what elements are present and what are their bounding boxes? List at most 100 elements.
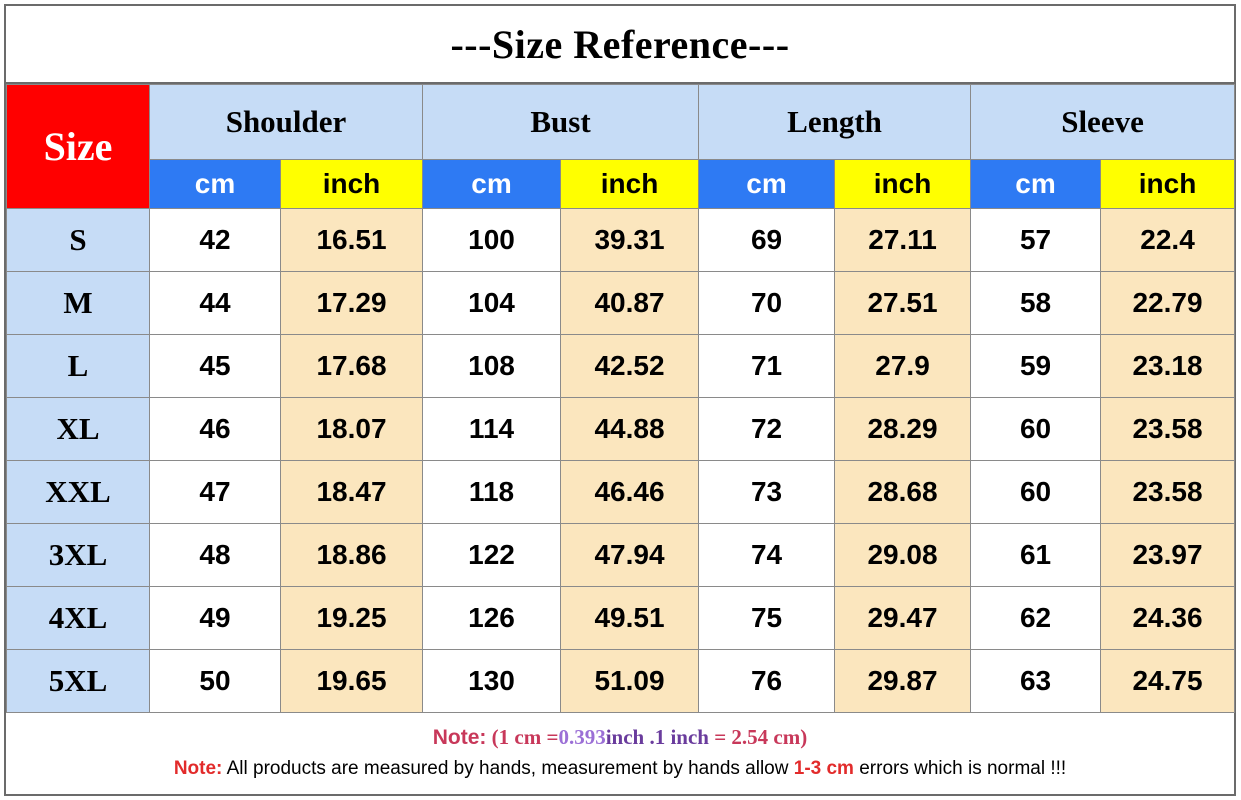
chart-title: ---Size Reference--- xyxy=(6,6,1234,84)
length-cm-cell: 76 xyxy=(698,649,836,713)
sleeve-cm-cell: 58 xyxy=(970,271,1102,335)
length-cm-cell: 74 xyxy=(698,523,836,587)
length-cm-cell: 75 xyxy=(698,586,836,650)
bust-cm-cell: 122 xyxy=(422,523,562,587)
size-column-header: Size xyxy=(6,84,150,209)
length-inch-header: inch xyxy=(834,159,972,209)
size-label: XXL xyxy=(6,460,150,524)
sleeve-inch-cell: 23.58 xyxy=(1100,460,1236,524)
shoulder-inch-cell: 19.65 xyxy=(279,649,424,713)
sleeve-cm-cell: 57 xyxy=(970,208,1102,272)
size-label: L xyxy=(6,334,150,398)
length-cm-header: cm xyxy=(698,159,836,209)
length-inch-cell: 28.68 xyxy=(834,460,972,524)
unit-header-row: cm inch cm inch cm inch cm inch xyxy=(7,159,1236,209)
size-label: S xyxy=(6,208,150,272)
table-row: 3XL 48 18.86 122 47.94 74 29.08 61 23.97 xyxy=(6,523,1236,587)
shoulder-cm-header: cm xyxy=(149,159,281,209)
shoulder-inch-cell: 17.29 xyxy=(279,271,424,335)
sleeve-cm-cell: 63 xyxy=(970,649,1102,713)
length-cm-cell: 69 xyxy=(698,208,836,272)
table-row: 5XL 50 19.65 130 51.09 76 29.87 63 24.75 xyxy=(6,649,1236,713)
bust-inch-cell: 42.52 xyxy=(560,334,700,398)
table-row: S 42 16.51 100 39.31 69 27.11 57 22.4 xyxy=(6,208,1236,272)
sleeve-cm-cell: 60 xyxy=(970,460,1102,524)
bust-header: Bust xyxy=(422,84,700,160)
shoulder-cm-cell: 46 xyxy=(149,397,281,461)
notes-section: Note: (1 cm =0.393inch .1 inch = 2.54 cm… xyxy=(6,713,1234,792)
note-label: Note: xyxy=(432,726,487,749)
length-cm-cell: 71 xyxy=(698,334,836,398)
table-row: XL 46 18.07 114 44.88 72 28.29 60 23.58 xyxy=(6,397,1236,461)
size-label: 5XL xyxy=(6,649,150,713)
shoulder-cm-cell: 45 xyxy=(149,334,281,398)
sleeve-inch-cell: 22.4 xyxy=(1100,208,1236,272)
shoulder-inch-cell: 19.25 xyxy=(279,586,424,650)
conversion-text-a: (1 cm = xyxy=(491,725,559,749)
conversion-text-c: inch .1 inch xyxy=(605,725,709,749)
measurement-text-a: All products are measured by hands, meas… xyxy=(222,758,794,779)
sleeve-inch-cell: 23.58 xyxy=(1100,397,1236,461)
sleeve-cm-header: cm xyxy=(970,159,1102,209)
error-range: 1-3 cm xyxy=(793,758,854,779)
bust-cm-cell: 130 xyxy=(422,649,562,713)
size-label: 4XL xyxy=(6,586,150,650)
sleeve-cm-cell: 59 xyxy=(970,334,1102,398)
sleeve-header: Sleeve xyxy=(970,84,1236,160)
bust-inch-header: inch xyxy=(560,159,700,209)
size-label: M xyxy=(6,271,150,335)
shoulder-inch-cell: 18.07 xyxy=(279,397,424,461)
sleeve-inch-cell: 22.79 xyxy=(1100,271,1236,335)
measurement-text-b: errors which is normal !!! xyxy=(853,758,1067,779)
sleeve-inch-header: inch xyxy=(1100,159,1236,209)
shoulder-cm-cell: 44 xyxy=(149,271,281,335)
measurement-note: Note: All products are measured by hands… xyxy=(174,758,1066,780)
shoulder-cm-cell: 50 xyxy=(149,649,281,713)
table-row: 4XL 49 19.25 126 49.51 75 29.47 62 24.36 xyxy=(6,586,1236,650)
sleeve-inch-cell: 23.97 xyxy=(1100,523,1236,587)
conversion-note: Note: (1 cm =0.393inch .1 inch = 2.54 cm… xyxy=(433,725,808,750)
conversion-text-d: = 2.54 cm) xyxy=(708,725,808,749)
bust-inch-cell: 47.94 xyxy=(560,523,700,587)
bust-cm-cell: 100 xyxy=(422,208,562,272)
bust-cm-header: cm xyxy=(422,159,562,209)
sleeve-cm-cell: 61 xyxy=(970,523,1102,587)
length-cm-cell: 72 xyxy=(698,397,836,461)
shoulder-cm-cell: 48 xyxy=(149,523,281,587)
length-header: Length xyxy=(698,84,972,160)
length-cm-cell: 70 xyxy=(698,271,836,335)
length-cm-cell: 73 xyxy=(698,460,836,524)
shoulder-cm-cell: 49 xyxy=(149,586,281,650)
conversion-factor: 0.393 xyxy=(558,725,606,749)
bust-inch-cell: 40.87 xyxy=(560,271,700,335)
sleeve-inch-cell: 23.18 xyxy=(1100,334,1236,398)
bust-cm-cell: 118 xyxy=(422,460,562,524)
bust-inch-cell: 46.46 xyxy=(560,460,700,524)
size-label: 3XL xyxy=(6,523,150,587)
sleeve-inch-cell: 24.75 xyxy=(1100,649,1236,713)
length-inch-cell: 29.47 xyxy=(834,586,972,650)
length-inch-cell: 28.29 xyxy=(834,397,972,461)
bust-inch-cell: 49.51 xyxy=(560,586,700,650)
table-row: M 44 17.29 104 40.87 70 27.51 58 22.79 xyxy=(6,271,1236,335)
group-header-row: Size Shoulder Bust Length Sleeve xyxy=(6,84,1236,209)
bust-cm-cell: 104 xyxy=(422,271,562,335)
shoulder-inch-cell: 18.86 xyxy=(279,523,424,587)
bust-inch-cell: 39.31 xyxy=(560,208,700,272)
shoulder-inch-cell: 16.51 xyxy=(279,208,424,272)
length-inch-cell: 27.9 xyxy=(834,334,972,398)
bust-cm-cell: 114 xyxy=(422,397,562,461)
length-inch-cell: 27.51 xyxy=(834,271,972,335)
sleeve-cm-cell: 60 xyxy=(970,397,1102,461)
shoulder-inch-cell: 18.47 xyxy=(279,460,424,524)
table-row: XXL 47 18.47 118 46.46 73 28.68 60 23.58 xyxy=(6,460,1236,524)
shoulder-inch-cell: 17.68 xyxy=(279,334,424,398)
shoulder-cm-cell: 42 xyxy=(149,208,281,272)
shoulder-header: Shoulder xyxy=(148,84,424,160)
length-inch-cell: 29.08 xyxy=(834,523,972,587)
shoulder-cm-cell: 47 xyxy=(149,460,281,524)
note-label: Note: xyxy=(173,758,223,779)
sleeve-inch-cell: 24.36 xyxy=(1100,586,1236,650)
bust-cm-cell: 126 xyxy=(422,586,562,650)
shoulder-inch-header: inch xyxy=(279,159,424,209)
